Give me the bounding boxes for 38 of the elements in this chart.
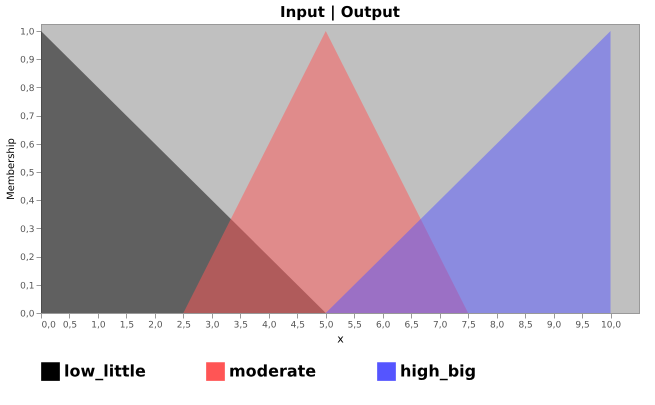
x-tick-label: 0,5	[62, 320, 78, 330]
x-tick-label: 8,5	[518, 320, 533, 330]
y-tick-label: 0,5	[20, 168, 34, 179]
x-tick-label: 4,5	[290, 320, 305, 330]
x-tick-label: 10,0	[601, 320, 622, 330]
chart-title: Input | Output	[280, 3, 400, 21]
y-tick-label: 0,8	[20, 84, 35, 94]
x-tick-label: 5,0	[319, 320, 334, 330]
y-tick-label: 0,9	[20, 56, 35, 66]
x-tick-label: 7,5	[461, 320, 476, 330]
x-tick-label: 5,5	[348, 320, 362, 330]
x-tick-label: 1,0	[91, 320, 106, 330]
x-tick-label: 4,0	[262, 320, 277, 330]
x-tick-label: 3,0	[205, 320, 220, 330]
x-tick-label: 6,0	[376, 320, 391, 330]
legend-label: moderate	[229, 362, 316, 381]
x-tick-label: 2,0	[148, 320, 163, 330]
y-tick-label: 1,0	[20, 28, 35, 38]
x-tick-label: 7,0	[433, 320, 448, 330]
y-tick-label: 0,3	[20, 224, 34, 235]
x-tick-label: 8,0	[490, 320, 505, 330]
y-tick-label: 0,1	[20, 281, 34, 292]
x-axis-title: x	[337, 332, 344, 346]
y-tick-label: 0,6	[20, 140, 35, 150]
x-tick-label: 3,5	[234, 320, 248, 330]
y-axis-title: Membership	[6, 138, 18, 200]
y-tick-label: 0,0	[20, 310, 35, 320]
x-tick-label: 1,5	[120, 320, 134, 330]
x-tick-label: 6,5	[404, 320, 419, 330]
legend-label: low_little	[64, 362, 146, 381]
x-tick-label: 2,5	[176, 320, 192, 330]
x-tick-label: 9,5	[575, 320, 590, 330]
x-tick-label: 9,0	[546, 320, 562, 330]
y-tick-label: 0,7	[20, 112, 34, 122]
y-tick-label: 0,2	[20, 253, 34, 264]
legend-label: high_big	[400, 362, 476, 381]
x-tick-label: 0,0	[42, 320, 56, 330]
y-tick-label: 0,4	[20, 196, 35, 207]
